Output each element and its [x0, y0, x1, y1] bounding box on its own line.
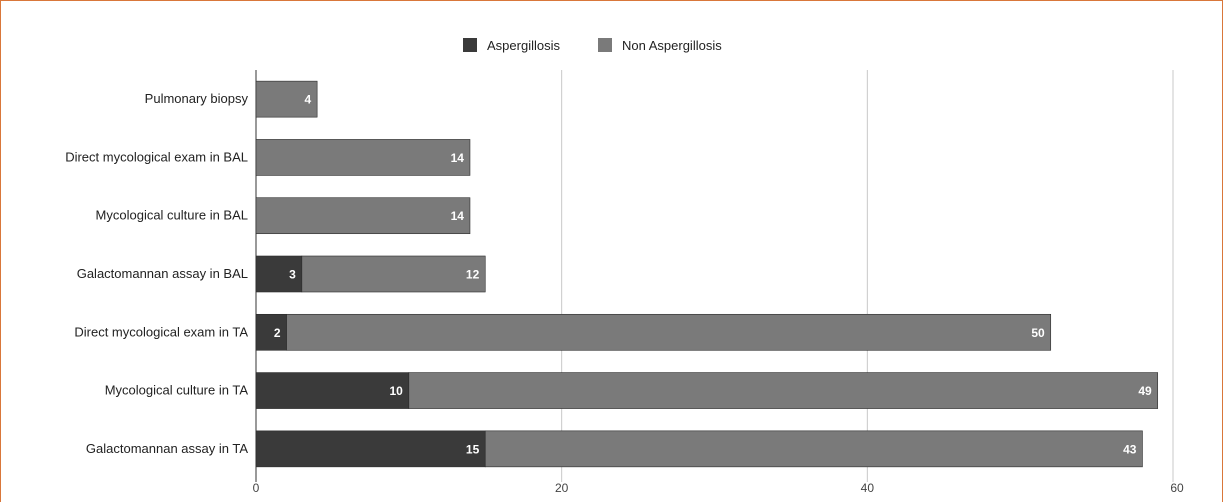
bar-segment-non-aspergillosis [408, 372, 1159, 409]
legend-label: Aspergillosis [487, 38, 560, 53]
x-tick-label: 0 [253, 481, 260, 495]
category-label: Direct mycological exam in TA [74, 324, 248, 339]
data-label: 2 [274, 326, 281, 340]
x-tick-label: 60 [1170, 481, 1184, 495]
data-label: 10 [389, 384, 403, 398]
bar-segment-aspergillosis [255, 430, 486, 468]
data-label: 14 [451, 209, 465, 223]
category-label: Galactomannan assay in TA [86, 441, 248, 456]
data-label: 12 [466, 268, 480, 282]
data-label: 49 [1138, 384, 1152, 398]
bar-segment-aspergillosis [255, 255, 303, 293]
x-tick-label: 20 [555, 481, 569, 495]
data-label: 15 [466, 442, 480, 456]
legend: Aspergillosis Non Aspergillosis [463, 38, 722, 53]
bar-segment-non-aspergillosis [484, 430, 1143, 468]
bar-segment-non-aspergillosis [286, 313, 1052, 351]
legend-swatch [463, 38, 477, 52]
data-label: 43 [1123, 442, 1137, 456]
category-label: Direct mycological exam in BAL [65, 149, 248, 164]
data-label: 4 [304, 93, 311, 107]
data-label: 14 [451, 151, 465, 165]
legend-label: Non Aspergillosis [622, 38, 722, 53]
data-label: 3 [289, 268, 296, 282]
x-tick-label: 40 [861, 481, 875, 495]
category-label: Galactomannan assay in BAL [77, 266, 248, 281]
data-label: 50 [1031, 326, 1045, 340]
x-tick-labels: 0 20 40 60 [253, 481, 1184, 495]
bar-segment-aspergillosis [255, 372, 410, 409]
category-label: Mycological culture in BAL [96, 208, 248, 223]
bars: 4 14 14 3 12 2 50 10 49 15 43 [255, 80, 1159, 468]
category-label: Mycological culture in TA [105, 383, 249, 398]
bar-segment-non-aspergillosis [255, 80, 318, 118]
bar-segment-non-aspergillosis [255, 139, 471, 176]
bar-segment-non-aspergillosis [301, 255, 486, 293]
category-label: Pulmonary biopsy [145, 91, 249, 106]
legend-swatch [598, 38, 612, 52]
bar-segment-aspergillosis [255, 313, 287, 351]
category-labels: Pulmonary biopsy Direct mycological exam … [65, 91, 248, 456]
bar-segment-non-aspergillosis [255, 197, 471, 235]
